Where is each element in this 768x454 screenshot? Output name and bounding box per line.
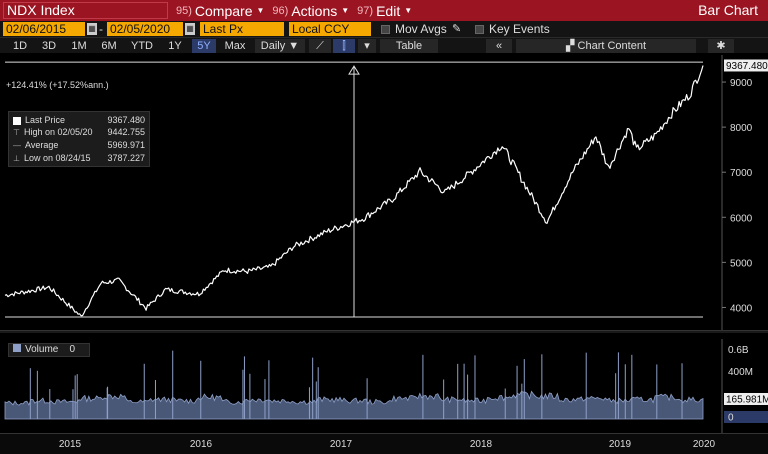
price-line <box>4 65 704 317</box>
price-chart[interactable]: 4000 5000 6000 7000 8000 9000 9367.480 <box>0 55 768 330</box>
last-price-tag: 9367.480 <box>726 61 768 72</box>
actions-menu-number: 96) <box>272 4 289 17</box>
top-menu-bar: NDX Index 95) Compare ▼ 96) Actions ▼ 97… <box>0 0 768 21</box>
gear-icon[interactable]: ✱ <box>708 39 734 53</box>
mov-avgs-label: Mov Avgs <box>395 22 447 36</box>
legend-row-low: ⊥ Low on 08/24/15 3787.227 <box>13 152 145 165</box>
controls-bar: 02/06/2015 ▦ - 02/05/2020 ▦ Last Px Loca… <box>0 21 768 37</box>
volume-legend-value: 0 <box>69 344 76 355</box>
chart-content-button[interactable]: ▞ Chart Content <box>516 39 696 53</box>
ticker-field[interactable]: NDX Index <box>3 2 168 19</box>
calendar-icon[interactable]: ▦ <box>185 23 195 35</box>
price-tick-label: 7000 <box>730 168 753 179</box>
average-value: 5969.971 <box>107 140 145 150</box>
last-price-tag-bg <box>724 59 768 72</box>
field-selector[interactable]: Last Px <box>200 22 284 36</box>
volume-last-tag-bg <box>724 393 768 405</box>
price-tick-label: 8000 <box>730 123 753 134</box>
frequency-label: Daily <box>260 40 286 52</box>
price-tick-label: 6000 <box>730 213 753 224</box>
average-marker-icon: — <box>13 141 21 150</box>
series-swatch <box>13 116 21 125</box>
price-tick-label: 5000 <box>730 258 753 269</box>
volume-last-tag: 165.981M <box>726 395 768 406</box>
period-1y[interactable]: 1Y <box>168 40 182 52</box>
compare-menu-label: Compare <box>194 2 253 19</box>
period-bar: 1D 3D 1M 6M YTD 1Y 5Y Max Daily ▼ ⟋ ⫿ ▾ … <box>0 37 768 53</box>
year-label: 2020 <box>692 439 716 450</box>
actions-menu-label: Actions <box>291 2 338 19</box>
volume-legend[interactable]: Volume 0 <box>8 343 90 357</box>
high-label: High on 02/05/20 <box>23 127 93 137</box>
chart-type-title: Bar Chart <box>698 2 758 18</box>
legend-row-high: ⊤ High on 02/05/20 9442.755 <box>13 126 145 139</box>
volume-zero-tag: 0 <box>728 413 734 424</box>
chevron-down-icon[interactable]: ▾ <box>358 39 376 53</box>
year-label: 2017 <box>329 439 353 450</box>
volume-chart[interactable]: 0.6B 400M 165.981M 0 <box>0 339 768 433</box>
volume-swatch <box>13 344 21 352</box>
edit-menu-label: Edit <box>376 2 401 19</box>
performance-label: +124.41% (+17.52%ann.) <box>6 80 109 90</box>
volume-spikes <box>29 350 683 419</box>
edit-menu[interactable]: 97) Edit ▼ <box>357 0 412 21</box>
price-legend[interactable]: Last Price 9367.480 ⊤ High on 02/05/20 94… <box>8 111 150 167</box>
period-max[interactable]: Max <box>224 40 246 52</box>
year-label: 2018 <box>469 439 493 450</box>
performance-arrow-head <box>348 65 360 75</box>
actions-menu[interactable]: 96) Actions ▼ <box>272 0 349 21</box>
price-tick-label: 4000 <box>730 303 753 314</box>
start-date-field[interactable]: 02/06/2015 <box>3 22 85 36</box>
compare-menu-number: 95) <box>176 4 192 17</box>
compare-menu[interactable]: 95) Compare ▼ <box>176 0 264 21</box>
chart-content-label: Chart Content <box>577 40 646 52</box>
period-1m[interactable]: 1M <box>71 40 87 52</box>
end-date-field[interactable]: 02/05/2020 <box>107 22 183 36</box>
year-label: 2019 <box>608 439 632 450</box>
edit-menu-number: 97) <box>357 4 374 17</box>
low-marker-icon: ⊥ <box>13 154 20 163</box>
bar-chart-icon[interactable]: ⫿ <box>333 39 355 53</box>
currency-selector[interactable]: Local CCY <box>289 22 371 36</box>
legend-row-last: Last Price 9367.480 <box>13 114 145 126</box>
date-separator: - <box>99 22 103 36</box>
legend-row-average: — Average 5969.971 <box>13 139 145 152</box>
price-y-ticks: 4000 5000 6000 7000 8000 9000 <box>722 78 753 314</box>
pencil-icon[interactable]: ✎ <box>452 23 462 35</box>
year-label: 2015 <box>58 439 82 450</box>
period-3d[interactable]: 3D <box>41 40 57 52</box>
frequency-selector[interactable]: Daily ▼ <box>255 39 305 53</box>
period-ytd[interactable]: YTD <box>131 40 153 52</box>
volume-tick-label: 0.6B <box>728 345 749 356</box>
caret-down-icon: ▼ <box>341 6 350 15</box>
panel-divider[interactable] <box>0 330 768 333</box>
last-price-label: Last Price <box>25 115 66 125</box>
average-label: Average <box>25 140 59 150</box>
collapse-left-icon[interactable]: « <box>486 39 512 53</box>
volume-zero-tag-bg <box>724 411 768 423</box>
period-6m[interactable]: 6M <box>101 40 117 52</box>
period-5y[interactable]: 5Y <box>192 39 216 53</box>
table-button[interactable]: Table <box>380 39 438 53</box>
key-events-checkbox[interactable] <box>475 25 484 34</box>
key-events-label: Key Events <box>489 22 550 36</box>
line-chart-icon[interactable]: ⟋ <box>309 39 331 53</box>
calendar-icon[interactable]: ▦ <box>87 23 97 35</box>
mov-avgs-checkbox[interactable] <box>381 25 390 34</box>
price-tick-label: 9000 <box>730 78 753 89</box>
volume-legend-label: Volume <box>25 344 59 355</box>
last-price-value: 9367.480 <box>107 115 145 125</box>
period-1d[interactable]: 1D <box>12 40 28 52</box>
year-label: 2016 <box>189 439 213 450</box>
high-marker-icon: ⊤ <box>13 128 20 137</box>
high-value: 9442.755 <box>107 127 145 137</box>
low-label: Low on 08/24/15 <box>23 153 91 163</box>
time-axis: 2015 2016 2017 2018 2019 2020 <box>0 433 768 454</box>
volume-area <box>4 390 704 420</box>
caret-down-icon: ▼ <box>256 6 265 15</box>
caret-down-icon: ▼ <box>404 6 413 15</box>
volume-tick-label: 400M <box>728 367 753 378</box>
low-value: 3787.227 <box>107 153 145 163</box>
